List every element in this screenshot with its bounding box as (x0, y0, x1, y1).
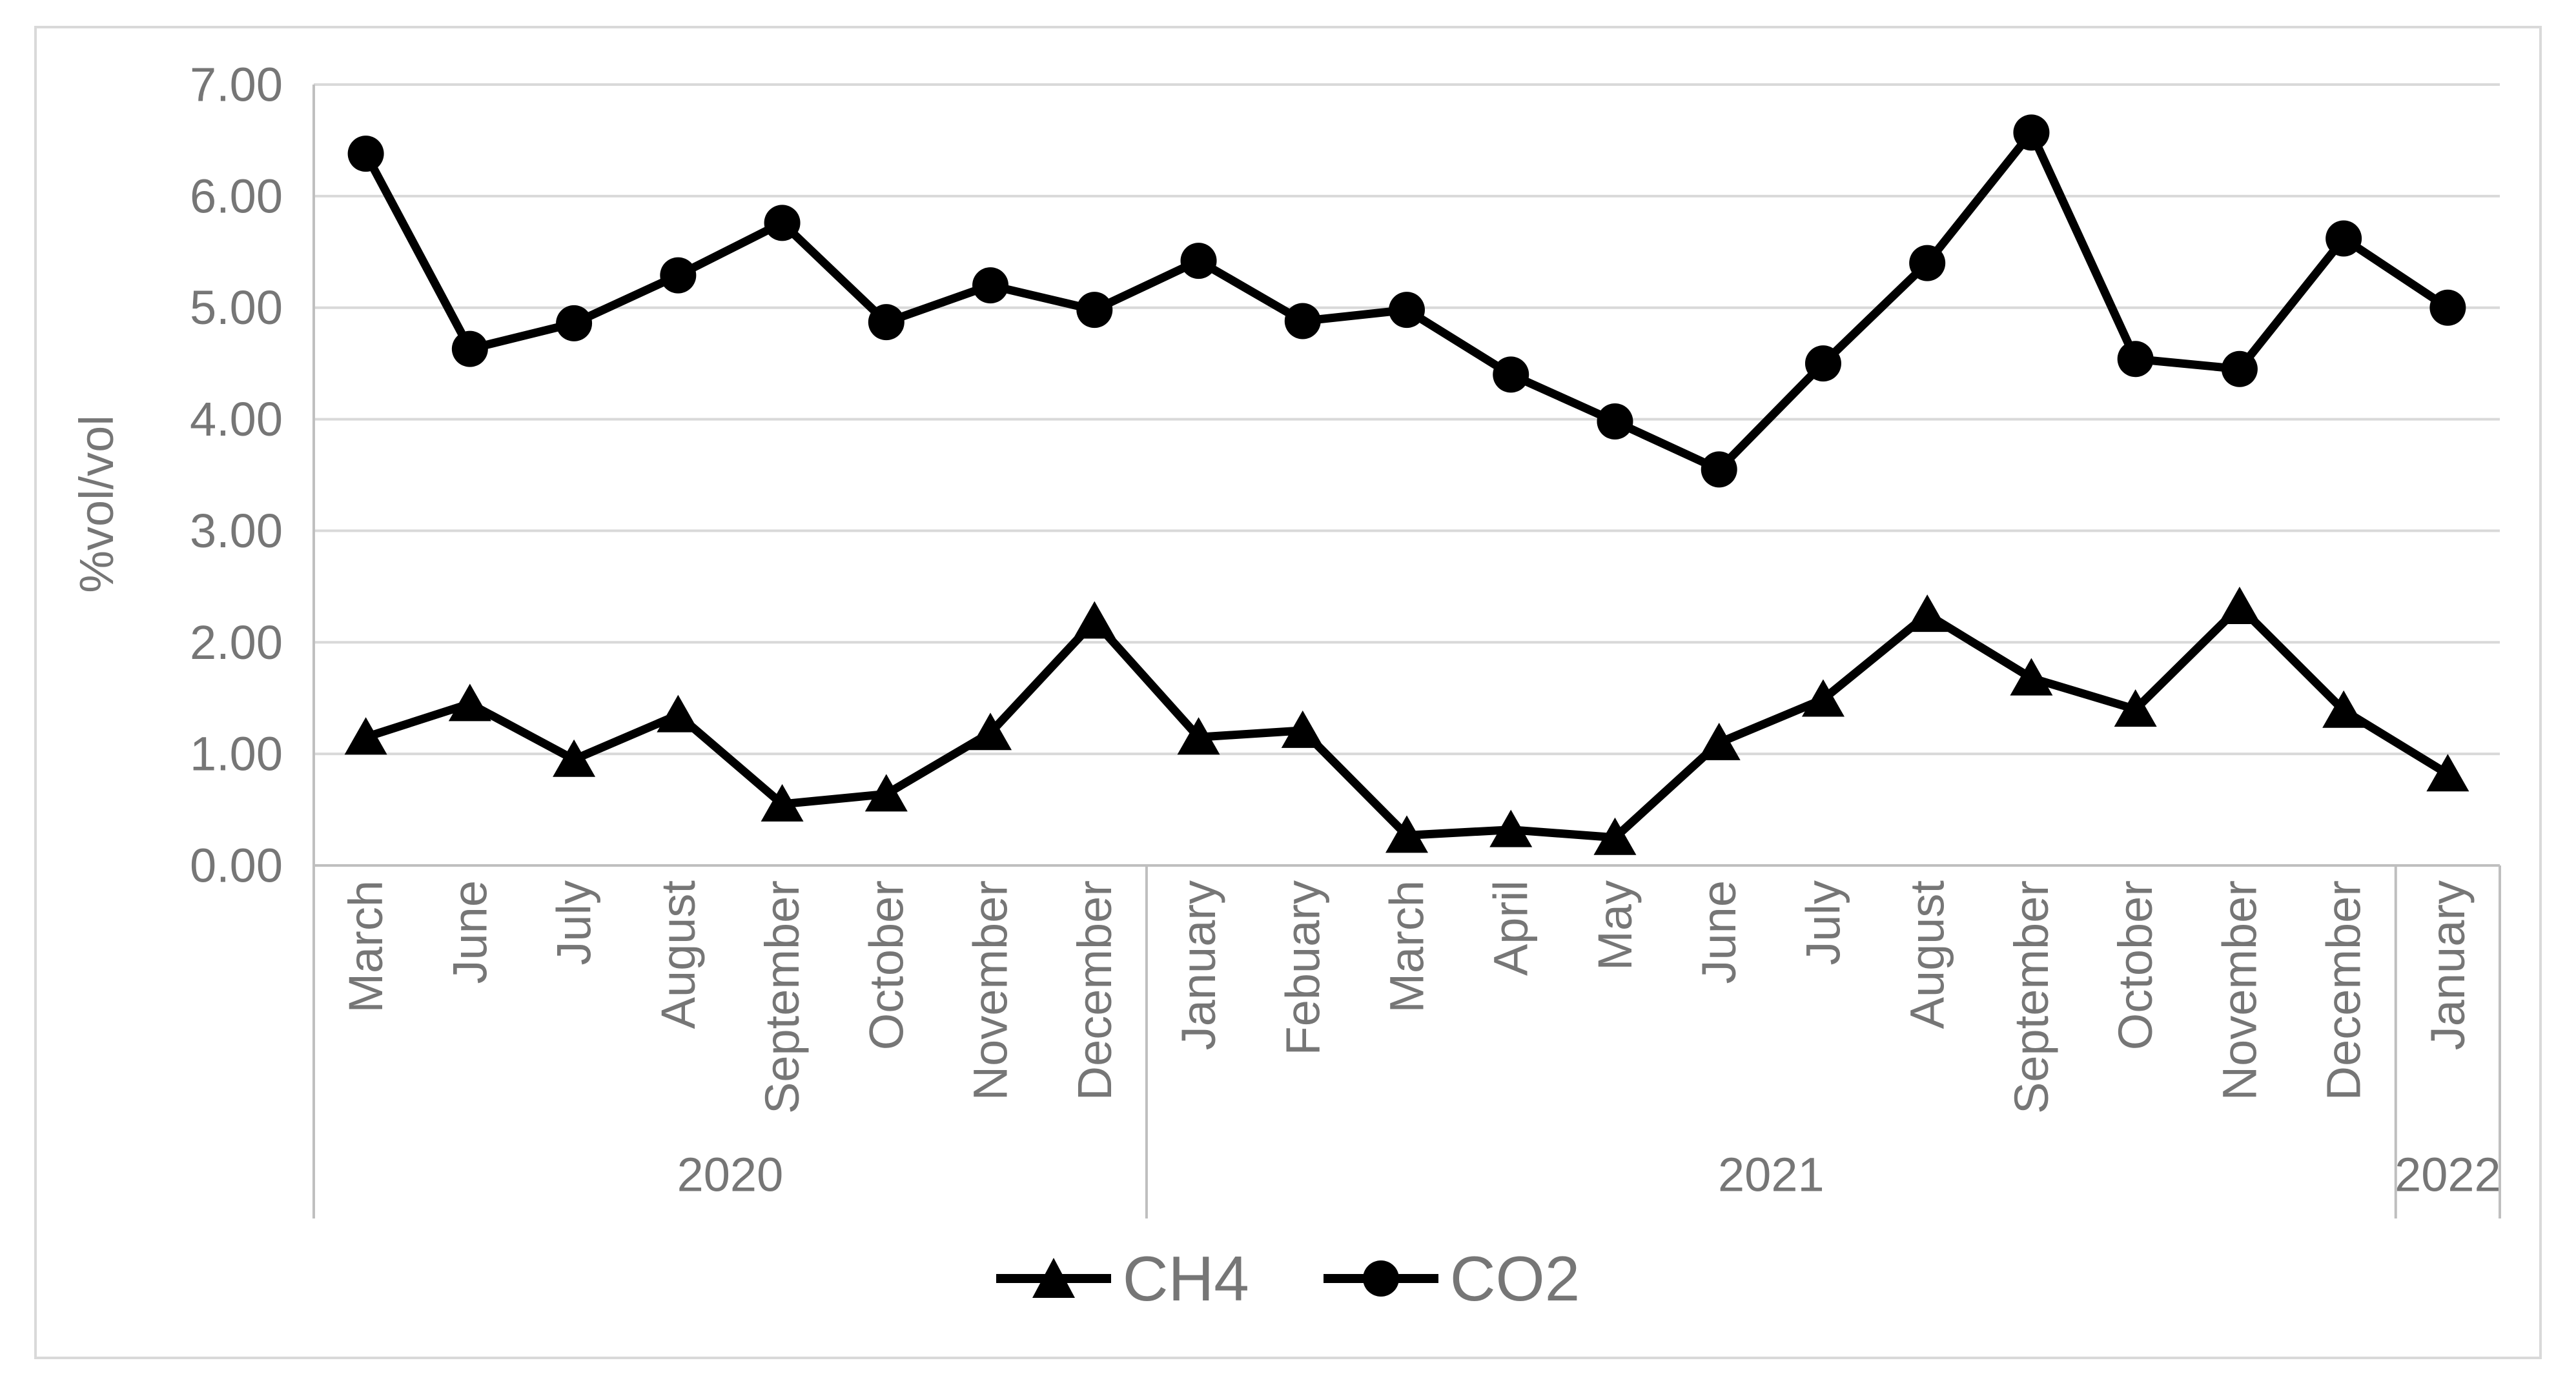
month-label: Febuary (1276, 880, 1329, 1055)
circle-marker-icon (1323, 1260, 1438, 1297)
month-label: January (1172, 880, 1225, 1050)
ch4-marker (1801, 679, 1845, 717)
month-label: May (1588, 880, 1642, 971)
month-label: April (1484, 880, 1538, 976)
ch4-marker (1697, 722, 1741, 760)
co2-marker (451, 330, 488, 367)
y-tick-label: 3.00 (190, 504, 283, 558)
co2-marker (556, 305, 593, 341)
co2-marker (1076, 292, 1113, 329)
month-label: December (1068, 880, 1121, 1100)
ch4-marker (1073, 601, 1116, 639)
ch4-marker (969, 713, 1012, 751)
month-label: December (2317, 880, 2371, 1100)
month-label: November (2213, 880, 2266, 1100)
co2-marker (1389, 292, 1425, 329)
ch4-marker (1177, 717, 1220, 755)
month-label: March (1380, 880, 1434, 1013)
year-label: 2020 (677, 1148, 784, 1202)
y-tick-label: 4.00 (190, 392, 283, 446)
y-tick-label: 2.00 (190, 616, 283, 669)
year-label: 2022 (2395, 1148, 2501, 1202)
co2-marker (347, 136, 384, 172)
ch4-marker (2322, 690, 2366, 728)
co2-marker (972, 267, 1009, 304)
ch4-marker (448, 683, 491, 722)
y-tick-label: 7.00 (190, 58, 283, 112)
ch4-marker (2010, 658, 2053, 696)
ch4-marker (2114, 689, 2157, 727)
month-label: July (1796, 880, 1850, 965)
month-label: January (2421, 880, 2475, 1050)
chart-legend: CH4 CO2 (0, 1242, 2576, 1315)
ch4-marker (1593, 817, 1637, 855)
triangle-marker-icon (996, 1258, 1111, 1298)
co2-marker (1701, 451, 1737, 488)
month-label: August (1901, 880, 1954, 1029)
co2-marker (2326, 220, 2362, 257)
co2-marker (2429, 289, 2466, 326)
y-tick-label: 1.00 (190, 727, 283, 781)
co2-marker (2013, 114, 2050, 151)
co2-marker (2117, 341, 2154, 378)
ch4-marker (761, 783, 804, 822)
ch4-marker (1489, 809, 1533, 847)
co2-marker (868, 304, 905, 341)
co2-marker (1597, 403, 1633, 440)
ch4-marker (553, 739, 596, 777)
ch4-marker (1385, 815, 1428, 853)
co2-marker (1493, 356, 1529, 393)
legend-item-ch4: CH4 (996, 1242, 1249, 1315)
chart-outer-border (34, 26, 2542, 1359)
co2-marker (1909, 245, 1946, 281)
ch4-marker (1281, 710, 1324, 748)
month-label: March (339, 880, 393, 1013)
legend-label-ch4: CH4 (1122, 1243, 1249, 1314)
month-label: August (651, 880, 705, 1029)
month-label: October (859, 880, 913, 1050)
ch4-marker (2218, 586, 2261, 624)
legend-label-co2: CO2 (1449, 1243, 1580, 1314)
y-tick-label: 5.00 (190, 281, 283, 334)
y-tick-label: 0.00 (190, 839, 283, 893)
ch4-marker (344, 717, 387, 755)
month-label: June (443, 880, 496, 984)
month-label: October (2109, 880, 2162, 1050)
co2-marker (660, 257, 697, 294)
co2-marker (1804, 345, 1841, 382)
co2-marker (1284, 303, 1321, 339)
year-label: 2021 (1718, 1148, 1825, 1202)
co2-marker (1180, 243, 1217, 279)
month-label: November (964, 880, 1017, 1100)
y-tick-label: 6.00 (190, 169, 283, 223)
month-label: June (1692, 880, 1746, 984)
month-label: July (547, 880, 601, 965)
ch4-marker (864, 774, 908, 812)
legend-item-co2: CO2 (1323, 1242, 1580, 1315)
co2-marker (2221, 350, 2258, 387)
ch4-marker (1906, 594, 1949, 632)
ch4-marker (657, 694, 700, 733)
co2-marker (764, 205, 801, 241)
ch4-marker (2426, 754, 2469, 792)
month-label: September (2005, 880, 2058, 1114)
month-label: September (755, 880, 809, 1114)
